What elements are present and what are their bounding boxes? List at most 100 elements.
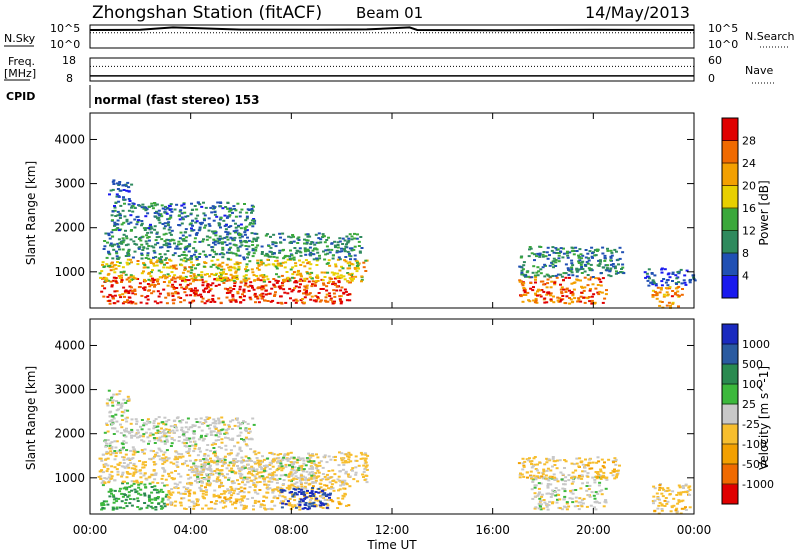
data-cell — [219, 226, 222, 229]
data-cell — [260, 288, 264, 291]
data-cell — [523, 291, 527, 293]
data-cell — [302, 490, 306, 493]
data-cell — [171, 264, 175, 267]
data-cell — [102, 248, 106, 250]
data-cell — [318, 300, 322, 303]
data-cell — [263, 254, 267, 257]
data-cell — [180, 429, 184, 431]
data-cell — [340, 481, 344, 484]
data-cell — [621, 251, 625, 254]
data-cell — [118, 242, 122, 245]
data-cell — [161, 430, 165, 433]
data-cell — [200, 467, 204, 470]
data-cell — [667, 301, 671, 304]
data-cell — [136, 506, 140, 508]
data-cell — [674, 274, 678, 277]
data-cell — [116, 463, 120, 466]
data-cell — [311, 454, 315, 457]
data-cell — [163, 253, 167, 256]
data-cell — [183, 257, 187, 260]
data-cell — [130, 489, 134, 492]
data-cell — [244, 219, 248, 222]
data-cell — [542, 507, 546, 510]
data-cell — [292, 495, 296, 498]
data-cell — [189, 271, 193, 274]
data-cell — [317, 461, 321, 464]
data-cell — [588, 250, 592, 253]
data-cell — [568, 251, 572, 254]
data-cell — [340, 247, 343, 250]
data-cell — [350, 235, 354, 238]
data-cell — [253, 485, 257, 488]
data-cell — [174, 470, 177, 472]
data-cell — [128, 432, 132, 435]
data-cell — [307, 483, 311, 486]
data-cell — [214, 452, 217, 455]
data-cell — [153, 285, 156, 288]
data-cell — [336, 244, 340, 246]
data-cell — [109, 244, 112, 247]
data-cell — [256, 259, 260, 262]
data-cell — [253, 461, 257, 464]
data-cell — [243, 226, 247, 229]
data-cell — [688, 281, 692, 284]
data-cell — [136, 263, 140, 266]
data-cell — [163, 440, 167, 443]
data-cell — [242, 491, 246, 494]
data-cell — [120, 274, 124, 277]
data-cell — [128, 472, 132, 475]
data-cell — [153, 251, 157, 254]
data-cell — [125, 449, 129, 452]
data-cell — [226, 488, 230, 491]
data-cell — [533, 259, 536, 262]
data-cell — [177, 240, 181, 243]
data-cell — [159, 213, 163, 216]
data-cell — [219, 301, 223, 304]
data-cell — [333, 295, 337, 298]
data-cell — [163, 416, 167, 419]
data-cell — [205, 489, 209, 492]
data-cell — [167, 242, 171, 245]
data-cell — [127, 190, 131, 193]
data-cell — [173, 280, 177, 283]
data-cell — [244, 443, 248, 446]
data-cell — [110, 214, 114, 217]
data-cell — [599, 260, 602, 263]
data-cell — [303, 277, 307, 280]
data-cell — [167, 491, 171, 494]
data-cell — [551, 502, 554, 505]
data-cell — [522, 261, 526, 264]
data-cell — [233, 267, 237, 270]
data-cell — [354, 471, 358, 474]
data-cell — [340, 276, 344, 279]
data-cell — [167, 221, 171, 224]
data-cell — [180, 204, 184, 207]
data-cell — [231, 275, 235, 278]
velocity-colorbar-label: Velocity [m s^-1] — [757, 366, 771, 470]
data-cell — [133, 206, 137, 209]
data-cell — [147, 205, 151, 208]
data-cell — [242, 508, 246, 510]
data-cell — [279, 462, 283, 465]
data-cell — [130, 229, 133, 231]
data-cell — [288, 464, 291, 467]
data-cell — [357, 245, 361, 247]
data-cell — [564, 302, 568, 305]
data-cell — [183, 432, 186, 435]
data-cell — [182, 238, 186, 240]
data-cell — [140, 224, 143, 227]
data-cell — [357, 464, 361, 467]
data-cell — [109, 189, 113, 192]
data-cell — [602, 474, 605, 477]
data-cell — [583, 466, 587, 469]
data-cell — [312, 299, 316, 302]
data-cell — [671, 290, 675, 292]
data-cell — [177, 255, 181, 257]
data-cell — [144, 240, 148, 243]
data-cell — [522, 475, 526, 478]
data-cell — [340, 452, 344, 455]
data-cell — [187, 438, 191, 441]
data-cell — [271, 253, 275, 256]
data-cell — [269, 476, 273, 479]
data-cell — [301, 469, 305, 472]
